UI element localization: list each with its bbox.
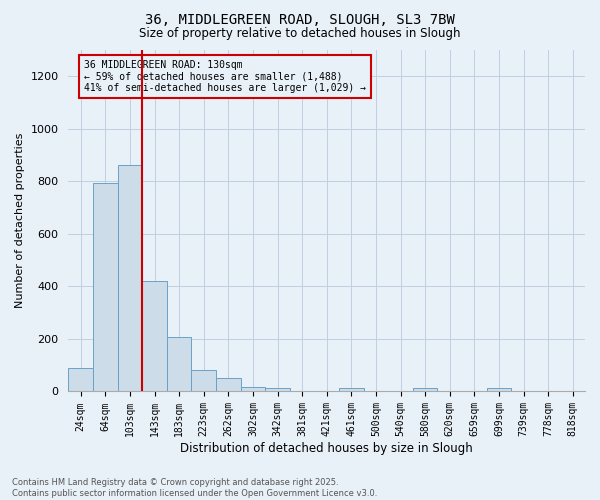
X-axis label: Distribution of detached houses by size in Slough: Distribution of detached houses by size … <box>181 442 473 455</box>
Text: Size of property relative to detached houses in Slough: Size of property relative to detached ho… <box>139 28 461 40</box>
Bar <box>339 388 364 392</box>
Bar <box>487 388 511 392</box>
Y-axis label: Number of detached properties: Number of detached properties <box>15 133 25 308</box>
Text: 36, MIDDLEGREEN ROAD, SLOUGH, SL3 7BW: 36, MIDDLEGREEN ROAD, SLOUGH, SL3 7BW <box>145 12 455 26</box>
Text: 36 MIDDLEGREEN ROAD: 130sqm
← 59% of detached houses are smaller (1,488)
41% of : 36 MIDDLEGREEN ROAD: 130sqm ← 59% of det… <box>84 60 366 94</box>
Text: Contains HM Land Registry data © Crown copyright and database right 2025.
Contai: Contains HM Land Registry data © Crown c… <box>12 478 377 498</box>
Bar <box>93 183 118 392</box>
Bar <box>68 368 93 392</box>
Bar <box>216 378 241 392</box>
Bar <box>191 370 216 392</box>
Bar <box>167 337 191 392</box>
Bar <box>265 388 290 392</box>
Bar <box>118 165 142 392</box>
Bar <box>413 388 437 392</box>
Bar <box>142 280 167 392</box>
Bar <box>241 386 265 392</box>
